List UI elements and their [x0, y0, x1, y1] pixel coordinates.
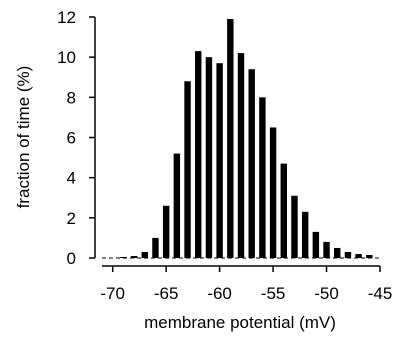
x-tick-label: -65 [154, 284, 179, 303]
y-axis: 0 2 4 6 8 10 12 [57, 8, 96, 268]
histogram-bar [312, 231, 320, 258]
histogram-bar [323, 241, 330, 258]
histogram-bar [291, 195, 298, 258]
x-axis-label: membrane potential (mV) [144, 313, 336, 332]
y-tick-label: 0 [67, 249, 76, 268]
x-tick-label: -45 [368, 284, 393, 303]
x-tick-label: -55 [261, 284, 286, 303]
histogram-bar [216, 63, 223, 258]
y-tick-label: 8 [67, 88, 76, 107]
histogram-bar [173, 153, 181, 258]
histogram-bar [280, 163, 287, 258]
histogram-bar [205, 57, 213, 258]
histogram-bar [227, 19, 234, 259]
histogram-bar [334, 247, 341, 258]
histogram-bar [259, 97, 266, 258]
histogram-bar [141, 251, 148, 258]
x-tick-label: -50 [314, 284, 339, 303]
y-tick-label: 12 [57, 8, 76, 27]
x-axis: -70 -65 -60 -55 -50 -45 [100, 265, 393, 303]
y-tick-label: 6 [67, 129, 76, 148]
histogram-bar [269, 127, 277, 259]
histogram-bar [344, 251, 352, 258]
y-axis-label: fraction of time (%) [14, 66, 33, 209]
y-tick-label: 4 [67, 169, 76, 188]
x-tick-label: -60 [207, 284, 232, 303]
y-tick-label: 2 [67, 209, 76, 228]
histogram-bar [195, 51, 202, 258]
bars-group [120, 19, 373, 259]
histogram-bar [130, 255, 138, 258]
x-tick-label: -70 [100, 284, 125, 303]
histogram-bar [152, 237, 159, 258]
y-tick-label: 10 [57, 48, 76, 67]
histogram-bar [162, 205, 170, 258]
histogram-bar [301, 211, 309, 258]
histogram-bar [184, 81, 191, 259]
histogram-bar [237, 53, 245, 259]
histogram-bar [248, 69, 255, 258]
histogram-bar [355, 253, 362, 258]
histogram-bar [366, 254, 373, 258]
